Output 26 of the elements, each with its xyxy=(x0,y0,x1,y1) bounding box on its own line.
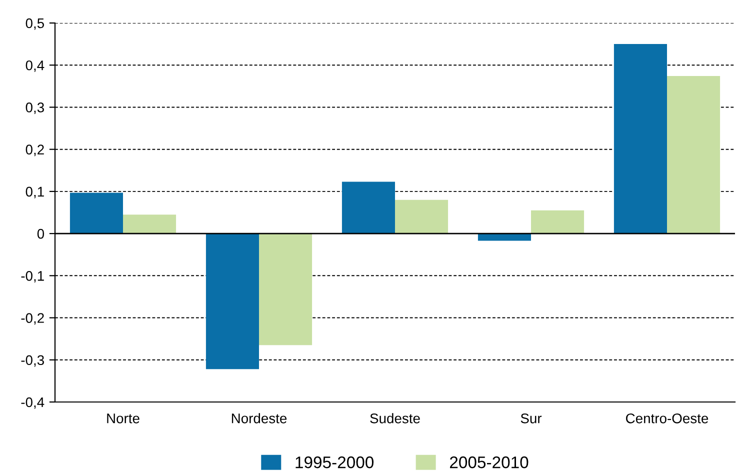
x-tick-label: Norte xyxy=(107,414,140,424)
legend-label: 1995-2000 xyxy=(296,456,374,468)
y-tick-label: 0,1 xyxy=(26,186,44,198)
bar xyxy=(614,44,667,234)
y-tick-label: -0,1 xyxy=(21,271,44,282)
y-tick-label: -0,3 xyxy=(21,355,44,367)
y-tick-label: 0 xyxy=(37,228,44,239)
x-tick-label: Nordeste xyxy=(232,413,287,424)
y-tick-label: -0,4 xyxy=(21,397,44,409)
y-tick-label: 0,4 xyxy=(26,60,44,72)
bar xyxy=(531,210,584,234)
x-tick-label: Sudeste xyxy=(370,413,420,424)
legend-label: 2005-2010 xyxy=(450,456,528,468)
y-tick-label: 0,2 xyxy=(26,144,44,156)
bar xyxy=(123,214,176,234)
bar xyxy=(70,192,123,234)
y-tick-label: 0,5 xyxy=(26,18,44,30)
bar xyxy=(342,182,395,234)
y-tick-label: -0,2 xyxy=(21,313,44,325)
x-tick-label: Centro-Oeste xyxy=(626,413,708,424)
bar xyxy=(206,234,259,370)
bar xyxy=(667,76,720,234)
x-tick-label: Sur xyxy=(520,413,542,424)
bar xyxy=(259,234,312,346)
y-tick-label: 0,3 xyxy=(26,102,44,114)
bar xyxy=(395,200,448,234)
